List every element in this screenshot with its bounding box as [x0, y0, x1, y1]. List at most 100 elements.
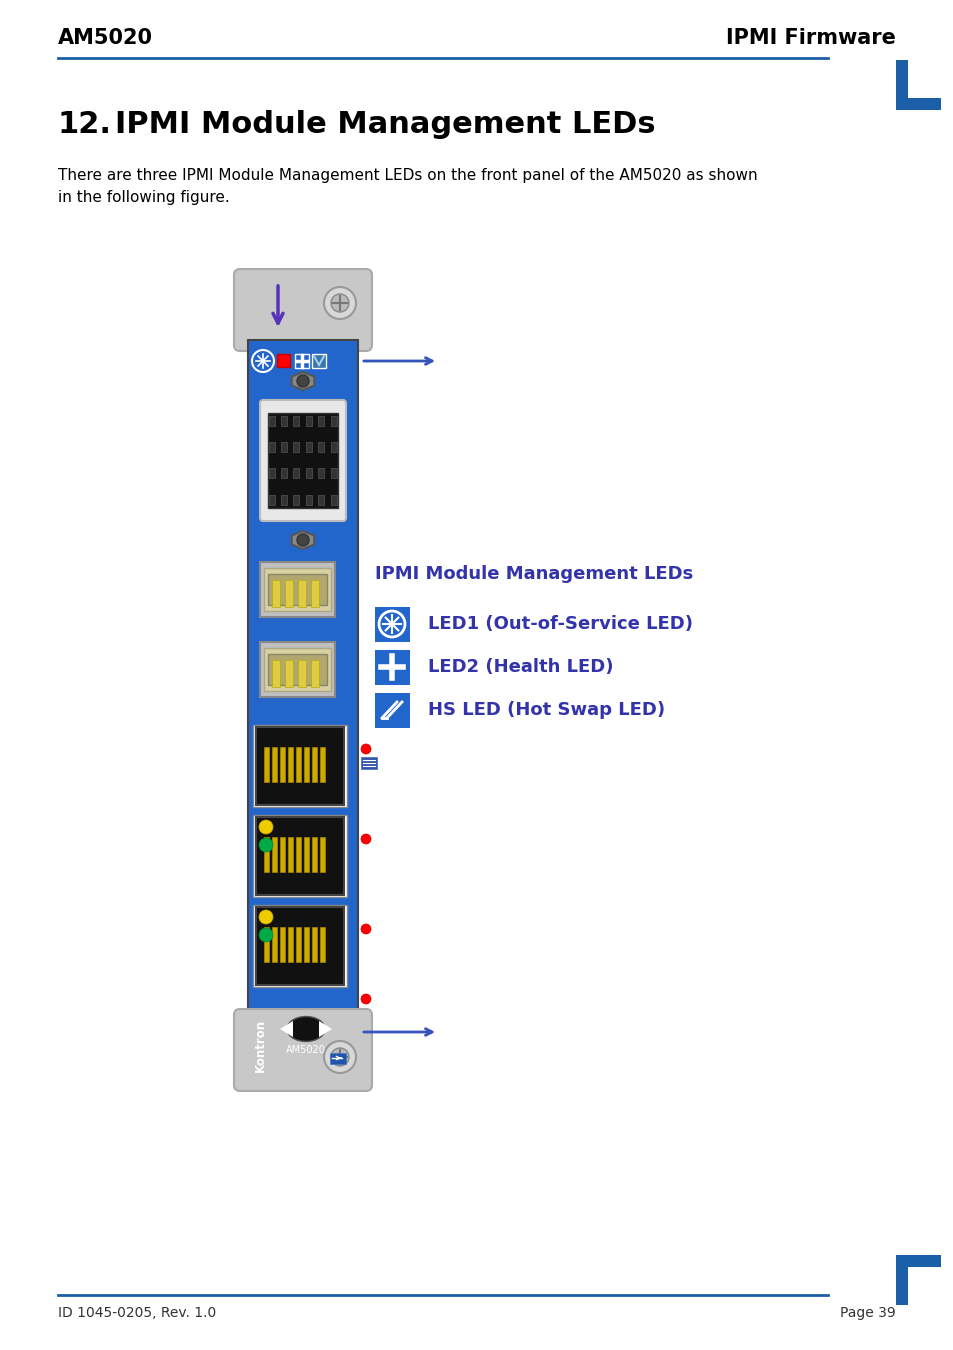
Bar [260, 643, 335, 697]
Bar [311, 580, 318, 608]
Circle shape [331, 1048, 349, 1067]
Polygon shape [292, 373, 314, 390]
Bar [317, 495, 324, 505]
Bar [272, 837, 276, 872]
Text: LED1 (Out-of-Service LED): LED1 (Out-of-Service LED) [428, 616, 692, 633]
Bar [375, 608, 410, 643]
Circle shape [296, 375, 309, 387]
Text: 2: 2 [363, 822, 372, 836]
Bar [253, 725, 347, 807]
Circle shape [324, 1041, 355, 1073]
Bar [288, 837, 293, 872]
Text: ID 1045-0205, Rev. 1.0: ID 1045-0205, Rev. 1.0 [58, 1305, 216, 1320]
Text: ⇋: ⇋ [363, 582, 374, 595]
Bar [255, 907, 344, 986]
Bar [253, 815, 347, 896]
Text: IPMI Module Management LEDs: IPMI Module Management LEDs [115, 109, 655, 139]
Polygon shape [292, 531, 314, 549]
Bar [311, 660, 318, 687]
Bar [306, 495, 312, 505]
Bar [295, 837, 301, 872]
Text: HS LED (Hot Swap LED): HS LED (Hot Swap LED) [428, 701, 664, 720]
Polygon shape [318, 1021, 332, 1037]
Circle shape [258, 819, 273, 834]
Bar [272, 660, 280, 687]
Bar [312, 747, 316, 782]
Bar [280, 747, 285, 782]
Bar [293, 416, 298, 427]
Circle shape [360, 834, 371, 844]
Circle shape [360, 923, 371, 934]
Text: IPMI Module Management LEDs: IPMI Module Management LEDs [375, 566, 693, 583]
Text: ⏦: ⏦ [363, 452, 372, 467]
Bar [331, 441, 336, 452]
Bar [297, 580, 306, 608]
Bar [272, 747, 276, 782]
Bar [331, 468, 336, 478]
Circle shape [324, 288, 355, 319]
Bar [306, 441, 312, 452]
Bar [264, 568, 331, 612]
Bar [272, 927, 276, 963]
Bar [312, 837, 316, 872]
Bar [895, 59, 907, 109]
Bar [285, 660, 293, 687]
Bar [312, 354, 326, 369]
Bar [280, 837, 285, 872]
Bar [280, 927, 285, 963]
Bar [285, 580, 293, 608]
Text: AM5020: AM5020 [58, 28, 152, 49]
Bar [293, 441, 298, 452]
Text: AM5020: AM5020 [286, 1045, 326, 1054]
Bar [269, 468, 274, 478]
Circle shape [258, 910, 273, 923]
Text: 0: 0 [363, 981, 372, 995]
Bar [319, 837, 325, 872]
Bar [281, 495, 287, 505]
Bar [304, 747, 309, 782]
Text: +⎋: +⎋ [361, 850, 374, 860]
Text: Kontron: Kontron [253, 1018, 266, 1072]
Bar [304, 837, 309, 872]
Text: There are three IPMI Module Management LEDs on the front panel of the AM5020 as : There are three IPMI Module Management L… [58, 167, 757, 205]
Bar [272, 580, 280, 608]
Bar [293, 468, 298, 478]
Bar [281, 468, 287, 478]
Bar [255, 817, 344, 895]
Bar [331, 495, 336, 505]
Bar [264, 837, 269, 872]
Text: Page 39: Page 39 [840, 1305, 895, 1320]
Bar [264, 747, 269, 782]
Bar [294, 354, 309, 369]
Bar [306, 468, 312, 478]
Bar [295, 927, 301, 963]
Bar [281, 416, 287, 427]
Bar [304, 927, 309, 963]
Bar [895, 99, 940, 109]
Bar [264, 648, 331, 691]
Circle shape [360, 994, 371, 1004]
Bar [269, 416, 274, 427]
Bar [288, 927, 293, 963]
Text: LED2 (Health LED): LED2 (Health LED) [428, 657, 613, 676]
Bar [360, 757, 376, 769]
Bar [268, 653, 327, 684]
Bar [319, 747, 325, 782]
Circle shape [252, 350, 274, 373]
Text: IPMI Firmware: IPMI Firmware [725, 28, 895, 49]
Text: 12.: 12. [58, 109, 112, 139]
Bar [276, 354, 290, 367]
Circle shape [360, 744, 371, 755]
Bar [375, 649, 410, 684]
Text: ⇋: ⇋ [363, 663, 374, 675]
Bar [312, 927, 316, 963]
Bar [317, 441, 324, 452]
Circle shape [331, 294, 349, 312]
Bar [306, 416, 312, 427]
Bar [895, 1256, 907, 1305]
Bar [295, 747, 301, 782]
Bar [264, 927, 269, 963]
Text: 1: 1 [363, 913, 372, 925]
Bar [330, 1053, 346, 1064]
FancyBboxPatch shape [260, 400, 346, 521]
